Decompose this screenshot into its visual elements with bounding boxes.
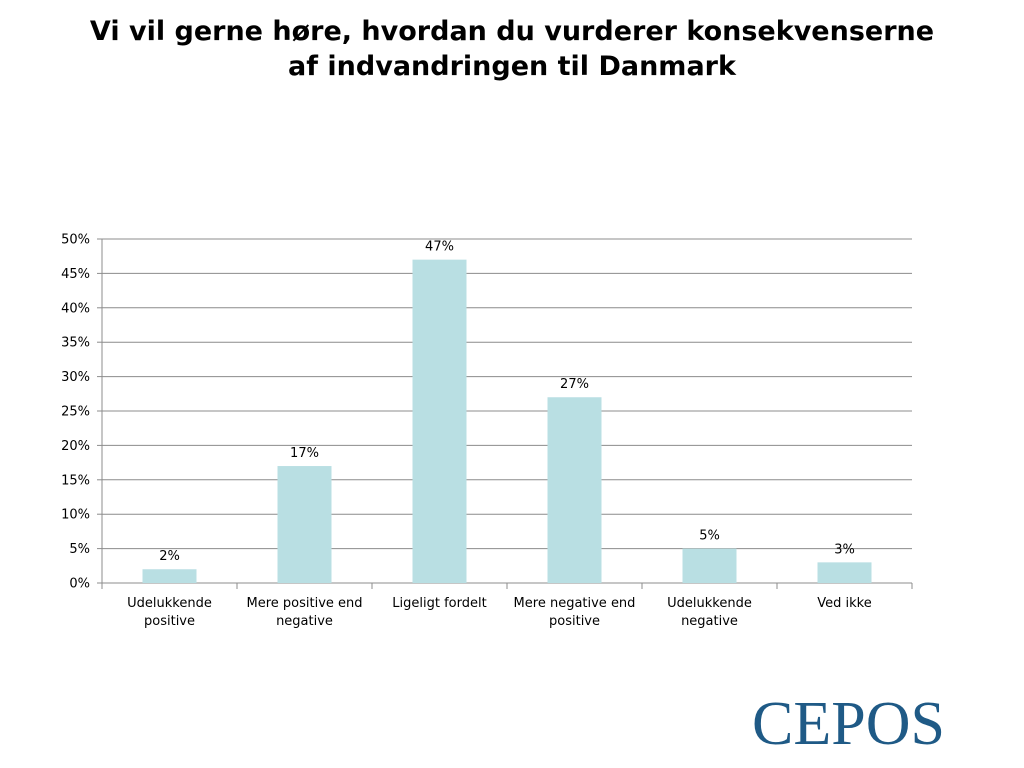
x-tick-label: Udelukkende negative: [667, 596, 752, 629]
y-tick-label: 0%: [69, 577, 90, 592]
bar: [817, 562, 872, 583]
bar: [142, 569, 197, 583]
bar: [277, 466, 332, 583]
x-tick-label: Udelukkende positive: [127, 596, 212, 629]
y-tick-label: 40%: [61, 301, 90, 316]
y-tick-label: 5%: [69, 542, 90, 557]
y-tick-label: 20%: [61, 439, 90, 454]
slide-title: Vi vil gerne høre, hvordan du vurderer k…: [40, 14, 984, 84]
data-label: 27%: [560, 377, 589, 392]
y-tick-label: 15%: [61, 473, 90, 488]
y-tick-label: 35%: [61, 336, 90, 351]
slide-title-line-2: af indvandringen til Danmark: [288, 51, 736, 82]
y-tick-label: 25%: [61, 405, 90, 420]
x-tick-label: Mere negative end positive: [514, 596, 636, 629]
bar: [412, 259, 467, 583]
y-tick-label: 10%: [61, 508, 90, 523]
bar: [547, 397, 602, 583]
y-tick-label: 50%: [61, 233, 90, 248]
data-label: 17%: [290, 446, 319, 461]
y-tick-label: 30%: [61, 370, 90, 385]
x-tick-label: Mere positive end negative: [246, 596, 362, 629]
data-label: 2%: [159, 549, 180, 564]
data-label: 5%: [699, 529, 720, 544]
y-tick-label: 45%: [61, 267, 90, 282]
cepos-logo: CEPOS: [752, 690, 945, 758]
slide-title-line-1: Vi vil gerne høre, hvordan du vurderer k…: [89, 16, 935, 47]
data-label: 3%: [834, 542, 855, 557]
x-tick-label: Ved ikke: [817, 596, 871, 611]
bar: [682, 548, 737, 583]
data-label: 47%: [425, 240, 454, 255]
x-tick-label: Ligeligt fordelt: [392, 596, 486, 611]
